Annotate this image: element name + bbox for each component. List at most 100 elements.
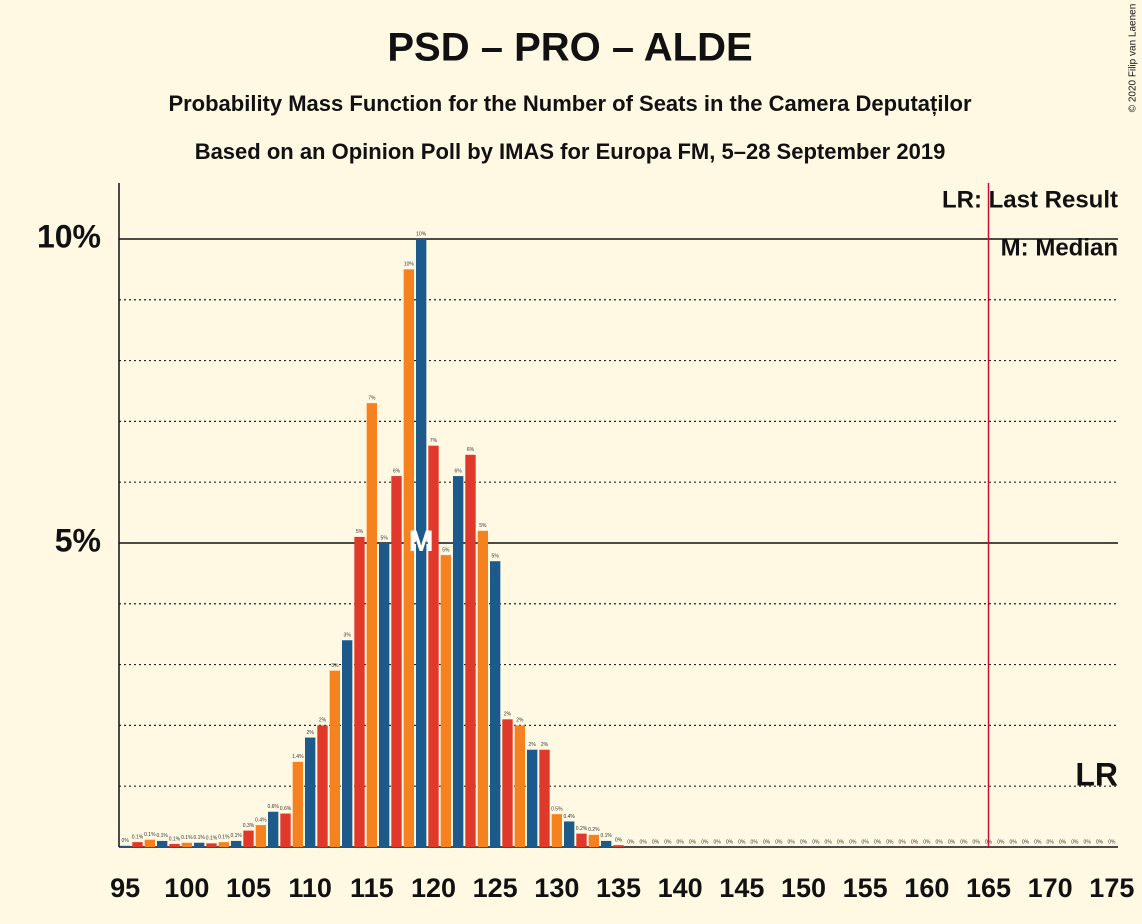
bar	[243, 830, 254, 847]
value-label: 0%	[701, 839, 709, 845]
value-label: 0%	[1059, 839, 1067, 845]
bar	[366, 403, 378, 847]
bar	[539, 749, 550, 847]
value-label: 0.2%	[576, 826, 588, 832]
value-label: 6%	[455, 468, 463, 474]
value-label: 6%	[467, 447, 475, 453]
legend-entry: LR: Last Result	[942, 186, 1118, 213]
bar	[304, 737, 316, 847]
value-label: 0%	[1010, 839, 1018, 845]
value-label: 0%	[751, 839, 759, 845]
value-label: 5%	[381, 535, 389, 541]
value-label: 0%	[948, 839, 956, 845]
value-label: 5%	[492, 554, 500, 560]
chart-title: PSD – PRO – ALDE	[387, 26, 752, 70]
value-label: 7%	[368, 395, 376, 401]
bar	[181, 842, 193, 847]
value-label: 2%	[516, 718, 524, 724]
x-tick-label: 135	[596, 873, 641, 903]
value-label: 0.4%	[563, 814, 575, 820]
chart-subtitle: Based on an Opinion Poll by IMAS for Eur…	[195, 139, 946, 164]
value-label: 0%	[726, 839, 734, 845]
x-tick-label: 105	[226, 873, 271, 903]
bar	[354, 536, 365, 847]
bar	[317, 725, 328, 847]
value-label: 7%	[430, 438, 438, 444]
value-label: 2%	[319, 718, 327, 724]
value-label: 0%	[849, 839, 857, 845]
bar	[193, 842, 205, 847]
value-label: 0.1%	[230, 833, 242, 839]
x-tick-label: 175	[1089, 873, 1134, 903]
bar	[600, 840, 612, 847]
bar	[144, 839, 156, 847]
value-label: 0%	[874, 839, 882, 845]
value-label: 0.1%	[156, 833, 168, 839]
value-label: 0.6%	[280, 806, 292, 812]
x-tick-label: 165	[966, 873, 1011, 903]
bar	[267, 811, 279, 847]
value-label: 0.5%	[551, 806, 563, 812]
x-tick-label: 130	[534, 873, 579, 903]
value-label: 0%	[1084, 839, 1092, 845]
value-label: 0%	[652, 839, 660, 845]
value-label: 0%	[1047, 839, 1055, 845]
value-label: 10%	[416, 231, 427, 237]
value-label: 2%	[504, 712, 512, 718]
x-tick-label: 115	[350, 873, 394, 903]
value-label: 2%	[541, 742, 549, 748]
bar	[489, 561, 501, 847]
x-tick-label: 110	[288, 873, 332, 903]
value-label: 0.3%	[243, 823, 255, 829]
value-label: 0.1%	[206, 836, 218, 842]
value-label: 0%	[812, 839, 820, 845]
value-label: 0%	[763, 839, 771, 845]
value-label: 3%	[344, 633, 352, 639]
value-label: 3%	[331, 663, 339, 669]
bar	[218, 842, 230, 847]
value-label: 0%	[1034, 839, 1042, 845]
value-label: 10%	[404, 262, 415, 268]
value-label: 0.1%	[218, 834, 230, 840]
value-label: 0%	[640, 839, 648, 845]
value-label: 0.1%	[193, 835, 205, 841]
value-label: 5%	[442, 547, 450, 553]
value-label: 0%	[825, 839, 833, 845]
value-label: 0%	[886, 839, 894, 845]
bar	[588, 834, 600, 847]
bar	[255, 825, 267, 847]
bar	[292, 761, 304, 847]
value-label: 1.4%	[292, 754, 304, 760]
value-label: 0%	[973, 839, 981, 845]
value-label: 0.2%	[588, 827, 600, 833]
y-tick-label: 5%	[55, 522, 101, 558]
value-label: 0.1%	[132, 834, 144, 840]
bar	[428, 445, 439, 847]
value-label: 0%	[689, 839, 697, 845]
bar	[119, 845, 131, 847]
value-label: 0%	[923, 839, 931, 845]
last-result-label: LR	[1075, 756, 1118, 792]
x-tick-label: 95	[110, 873, 140, 903]
value-label: 5%	[356, 529, 364, 535]
bar	[465, 454, 476, 847]
bar	[169, 843, 180, 847]
bar	[526, 749, 538, 847]
value-label: 0%	[627, 839, 635, 845]
value-label: 2%	[529, 742, 537, 748]
bar	[551, 814, 563, 847]
bar	[206, 843, 217, 847]
bar	[329, 670, 341, 847]
value-label: 0%	[936, 839, 944, 845]
bar	[440, 555, 452, 847]
bar	[378, 542, 390, 847]
value-label: 0%	[1071, 839, 1079, 845]
x-tick-label: 120	[411, 873, 456, 903]
value-label: 0%	[122, 838, 130, 844]
bar	[514, 725, 526, 847]
bar	[613, 845, 624, 847]
x-tick-label: 140	[658, 873, 703, 903]
value-label: 0.6%	[267, 804, 279, 810]
value-label: 0.1%	[181, 835, 193, 841]
